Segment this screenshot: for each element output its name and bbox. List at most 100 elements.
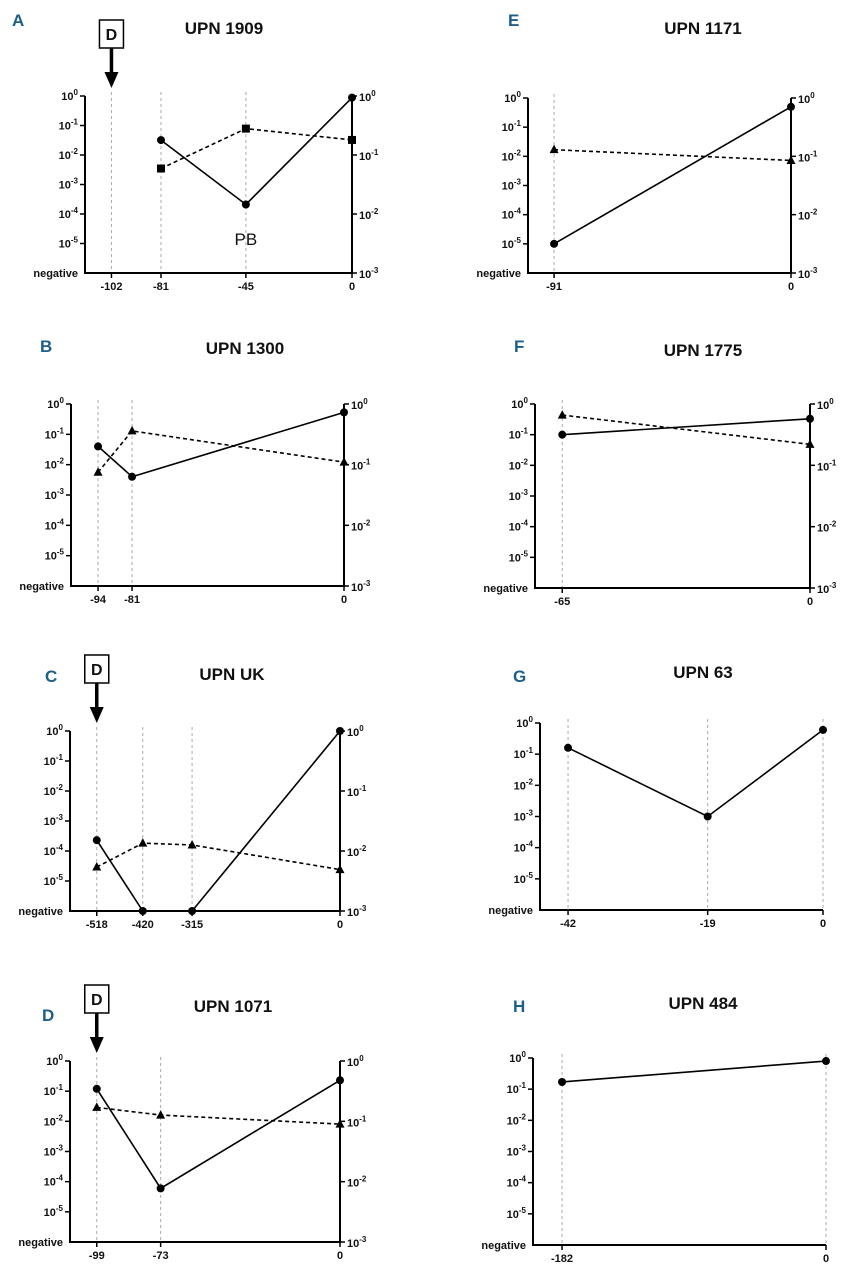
tick-exponent: -2 xyxy=(359,1175,367,1184)
tick-exponent: -5 xyxy=(521,549,529,558)
tick-exponent: 0 xyxy=(522,1050,527,1059)
tick-exponent: -1 xyxy=(56,1083,64,1092)
series-line-solid-circle xyxy=(160,97,353,206)
tick-base: 10 xyxy=(347,1117,359,1129)
data-point-circle xyxy=(564,743,573,752)
left-tick-label: 100 xyxy=(46,1053,63,1068)
tick-base: 10 xyxy=(44,756,56,768)
left-tick-label: 10-2 xyxy=(507,1112,527,1127)
tick-exponent: 0 xyxy=(59,1053,64,1062)
arrow-down-icon xyxy=(104,72,119,88)
data-point-circle xyxy=(92,1084,101,1093)
tick-exponent: 0 xyxy=(363,397,368,406)
tick-base: 10 xyxy=(46,1056,58,1068)
tick-exponent: -3 xyxy=(829,581,837,590)
left-tick-label: 10-3 xyxy=(44,1144,64,1159)
data-point-circle xyxy=(340,408,348,417)
data-point-circle xyxy=(806,414,814,423)
tick-exponent: -2 xyxy=(363,518,371,527)
left-tick-label: 100 xyxy=(511,396,528,411)
tick-base: 10 xyxy=(507,1147,519,1159)
data-point-circle xyxy=(787,102,795,111)
data-point-triangle xyxy=(335,864,345,874)
x-tick-label: 0 xyxy=(337,919,343,931)
left-tick-label: 10-5 xyxy=(59,236,79,251)
series-line-dashed-triangle xyxy=(97,430,345,473)
left-tick-label: 10-5 xyxy=(502,236,522,251)
tick-exponent: -3 xyxy=(359,1235,367,1244)
x-tick-label: -19 xyxy=(700,918,716,930)
x-tick-label: 0 xyxy=(788,281,794,293)
tick-base: 10 xyxy=(347,1238,359,1250)
panel-h: H UPN 48410010-110-210-310-410-5negative-… xyxy=(481,994,830,1265)
x-tick-label: -518 xyxy=(86,919,108,931)
left-tick-label: 10-5 xyxy=(44,873,64,888)
tick-exponent: -3 xyxy=(810,266,818,275)
tick-exponent: -3 xyxy=(359,904,367,913)
tick-exponent: 0 xyxy=(829,397,834,406)
tick-exponent: -3 xyxy=(521,488,529,497)
right-tick-label: 10-3 xyxy=(798,266,818,281)
left-tick-label: 10-4 xyxy=(502,207,522,222)
x-tick-label: -315 xyxy=(181,919,203,931)
tick-exponent: -1 xyxy=(521,427,529,436)
series-line-solid-circle xyxy=(96,1079,341,1190)
negative-label: negative xyxy=(483,583,528,595)
panel-d: D UPN 107110010-110-210-310-410-5negative… xyxy=(18,984,367,1262)
tick-exponent: -4 xyxy=(519,1175,527,1184)
tick-base: 10 xyxy=(507,1084,519,1096)
tick-exponent: -4 xyxy=(521,519,529,528)
left-tick-label: 10-2 xyxy=(502,148,522,163)
data-point-circle xyxy=(188,907,197,915)
data-point-circle xyxy=(336,727,344,735)
left-tick-label: 10-3 xyxy=(502,178,522,193)
left-tick-label: 10-4 xyxy=(59,206,79,221)
panel-c: C UPN UK10010-110-210-310-410-5negative10… xyxy=(18,654,367,931)
panel-a: A UPN 190910010-110-210-310-410-5negative… xyxy=(12,11,379,293)
left-tick-label: 10-4 xyxy=(509,519,529,534)
tick-exponent: -1 xyxy=(810,149,818,158)
data-point-triangle xyxy=(92,1102,102,1111)
tick-exponent: -5 xyxy=(57,548,65,557)
d-marker-box xyxy=(98,19,125,49)
tick-base: 10 xyxy=(347,1057,359,1069)
tick-base: 10 xyxy=(502,210,514,222)
right-tick-label: 100 xyxy=(359,89,376,104)
right-tick-label: 10-2 xyxy=(359,207,379,222)
panel-letter: E xyxy=(508,11,519,30)
tick-base: 10 xyxy=(46,726,58,738)
tick-base: 10 xyxy=(45,520,57,532)
negative-label: negative xyxy=(488,905,533,917)
data-point-square xyxy=(241,124,250,133)
right-tick-label: 10-2 xyxy=(351,518,371,533)
data-point-triangle xyxy=(557,410,567,419)
tick-exponent: -3 xyxy=(514,178,522,187)
tick-exponent: -4 xyxy=(71,206,79,215)
tick-exponent: -1 xyxy=(56,753,64,762)
tick-exponent: -4 xyxy=(514,207,522,216)
negative-label: negative xyxy=(33,268,78,280)
data-point-triangle xyxy=(339,457,349,466)
left-tick-label: 10-1 xyxy=(502,119,522,134)
tick-exponent: -1 xyxy=(514,119,522,128)
series-line-dashed-triangle xyxy=(96,842,341,871)
left-tick-label: 10-4 xyxy=(514,840,534,855)
d-marker-label: D xyxy=(91,992,103,1009)
right-tick-label: 10-1 xyxy=(351,458,371,473)
left-tick-label: 10-5 xyxy=(44,1204,64,1219)
tick-base: 10 xyxy=(509,430,521,442)
data-point-circle xyxy=(128,472,137,481)
tick-base: 10 xyxy=(507,1209,519,1221)
tick-base: 10 xyxy=(514,812,526,824)
left-tick-label: 10-3 xyxy=(44,813,64,828)
left-tick-label: 10-2 xyxy=(509,457,529,472)
tick-base: 10 xyxy=(504,93,516,105)
x-tick-label: -45 xyxy=(238,281,254,293)
tick-exponent: -3 xyxy=(56,813,64,822)
tick-exponent: 0 xyxy=(529,715,534,724)
tick-base: 10 xyxy=(347,847,359,859)
tick-base: 10 xyxy=(359,92,371,104)
tick-exponent: -2 xyxy=(521,457,529,466)
series-line-solid-circle xyxy=(562,417,811,436)
panel-title: UPN 63 xyxy=(673,663,733,682)
